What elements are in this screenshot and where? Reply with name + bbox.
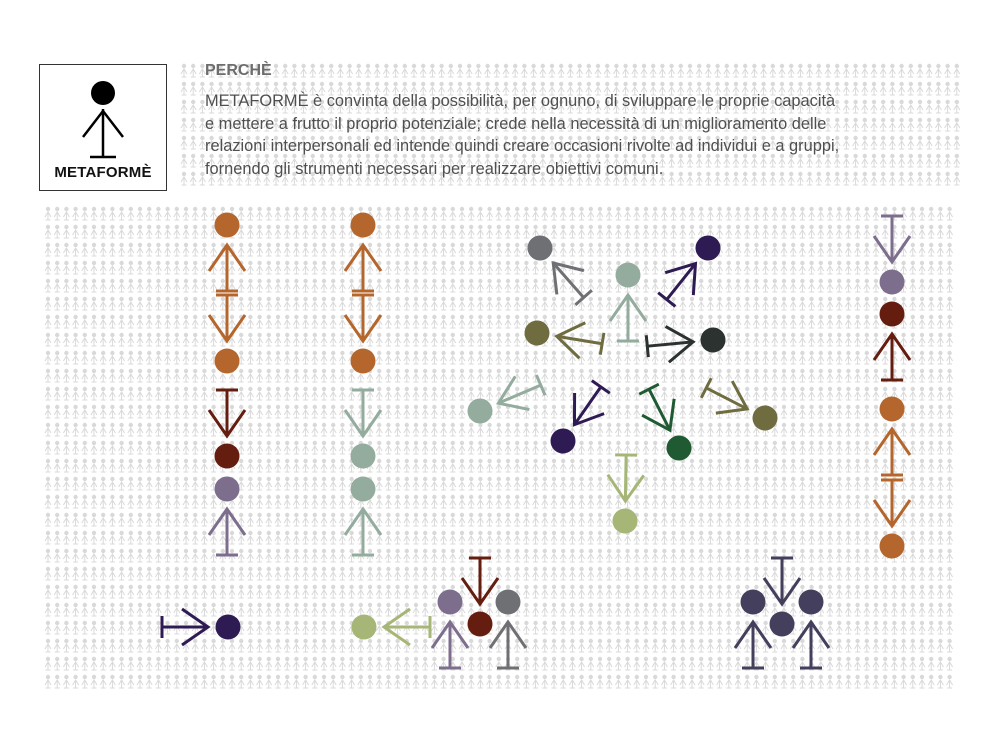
horizontal-figure-icon [160, 607, 241, 647]
facing-pair-bottom-figure-icon [343, 293, 383, 374]
cluster-center-figure-icon [608, 262, 648, 343]
person-logo-icon [82, 81, 124, 159]
inverted-figure-icon [343, 388, 383, 469]
facing-pair-top-figure-icon [207, 212, 247, 293]
group-right-figure-icon [791, 589, 831, 670]
standing-figure-icon [343, 476, 383, 557]
cluster-radial-figure-icon [524, 320, 606, 360]
metaforme-logo: METAFORMÈ [39, 64, 167, 191]
inverted-figure-icon [207, 388, 247, 469]
cluster-radial-figure-icon [527, 235, 593, 306]
facing-pair-top-figure-icon [872, 396, 912, 477]
horizontal-figure-icon [351, 607, 432, 647]
group-left-figure-icon [430, 589, 470, 670]
standing-figure-icon [872, 301, 912, 382]
inverted-figure-icon [872, 214, 912, 295]
group-left-figure-icon [733, 589, 773, 670]
facing-pair-top-figure-icon [343, 212, 383, 293]
cluster-radial-figure-icon [644, 325, 726, 364]
cluster-radial-figure-icon [638, 382, 692, 461]
paragraph-line: fornendo gli strumenti necessari per rea… [205, 159, 664, 178]
facing-pair-bottom-figure-icon [872, 478, 912, 559]
cluster-radial-figure-icon [467, 374, 547, 424]
paragraph-line: relazioni interpersonali ed intende quin… [205, 137, 840, 155]
cluster-radial-figure-icon [699, 377, 778, 431]
paragraph-line: e mettere a frutto il proprio potenziale… [205, 114, 827, 133]
group-right-figure-icon [488, 589, 528, 670]
cluster-radial-figure-icon [657, 235, 721, 308]
cluster-radial-figure-icon [606, 453, 646, 534]
facing-pair-bottom-figure-icon [207, 293, 247, 374]
paragraph-line: METAFORMÈ è convinta della possibilità, … [205, 92, 836, 110]
group-center-figure-icon [762, 556, 802, 637]
group-center-figure-icon [460, 556, 500, 637]
logo-wordmark: METAFORMÈ [54, 164, 152, 181]
section-heading: PERCHÈ [205, 62, 272, 79]
standing-figure-icon [207, 476, 247, 557]
cluster-radial-figure-icon [550, 379, 611, 454]
mission-paragraph: METAFORMÈ è convinta della possibilità, … [205, 90, 965, 180]
